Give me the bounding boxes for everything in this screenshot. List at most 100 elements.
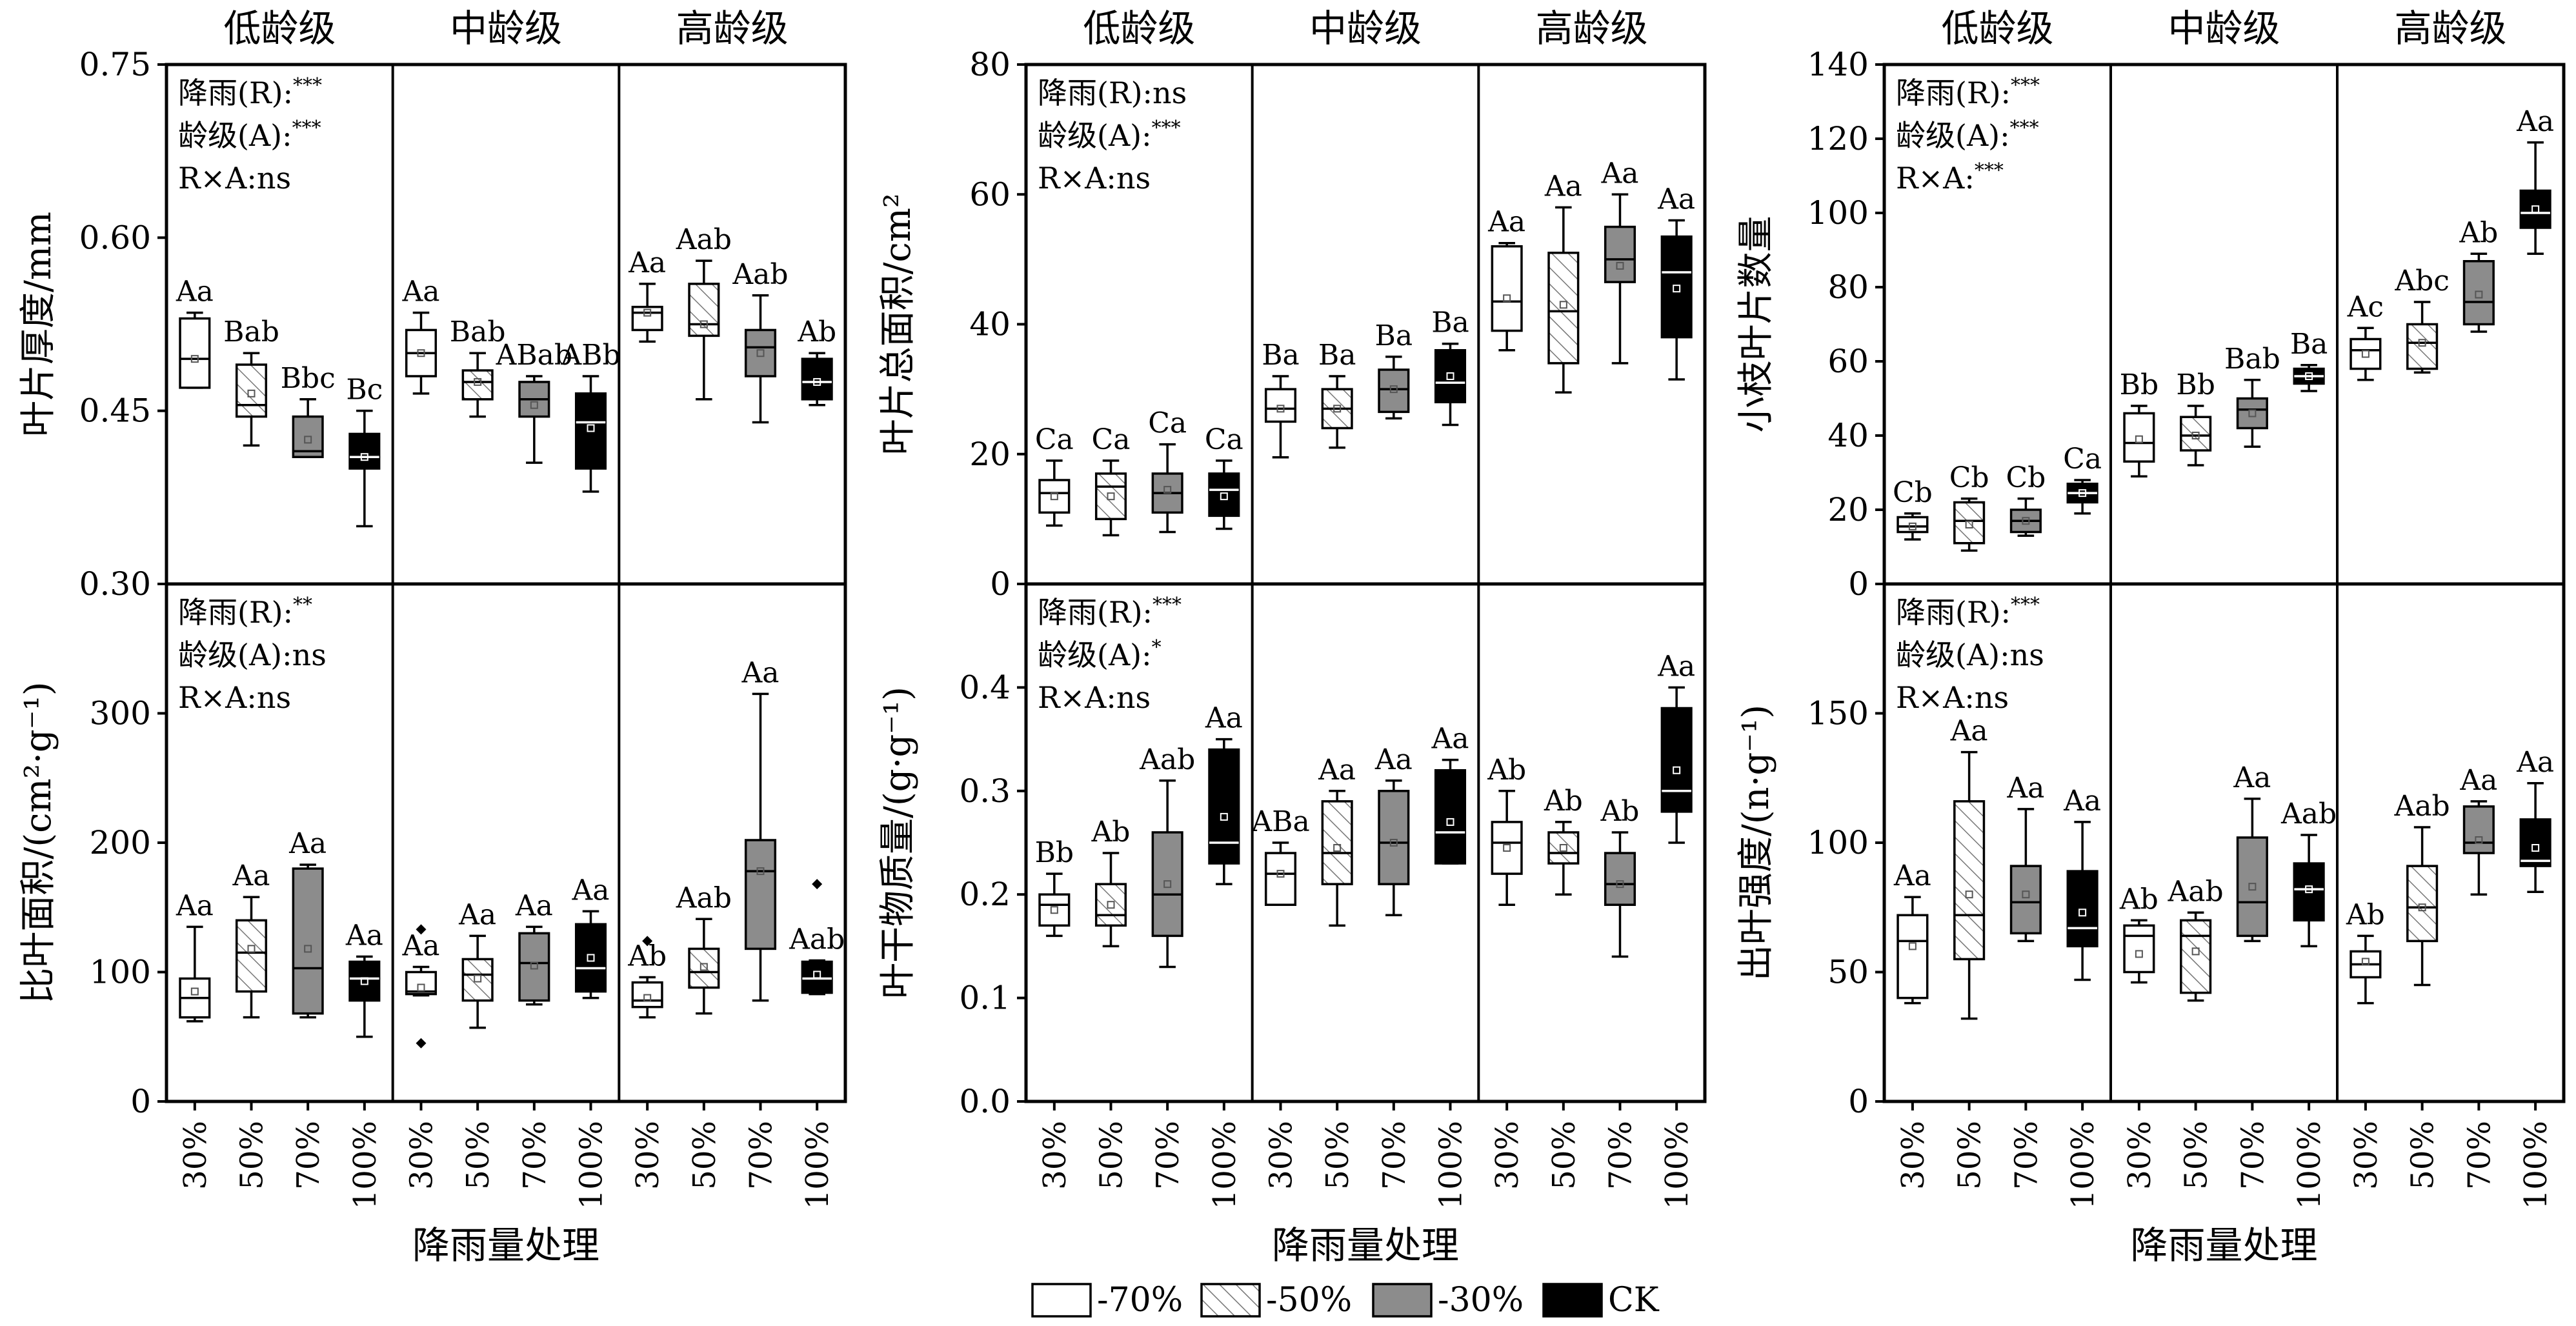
outlier-point [642, 936, 653, 947]
box [2519, 189, 2551, 229]
box [2123, 924, 2155, 974]
box-高龄级-30%: Ab [1487, 754, 1526, 906]
significance-label: Bb [2120, 368, 2159, 401]
box [1953, 501, 1986, 545]
significance-label: Aa [2516, 746, 2554, 779]
mean-marker [643, 308, 652, 317]
x-tick-label: 100% [574, 1121, 610, 1209]
stats-annotation: 龄级(A):*** [1896, 117, 2039, 153]
significance-label: Aa [515, 889, 553, 922]
x-tick-label: 50% [1952, 1121, 1988, 1190]
x-tick-label: 70% [1603, 1121, 1639, 1190]
significance-label: Aa [401, 929, 439, 962]
box [2236, 397, 2268, 430]
box [2066, 870, 2098, 948]
significance-label: Ca [2063, 443, 2102, 476]
x-tick-label: 30% [1037, 1121, 1073, 1190]
box-高龄级-30%: Ac [2347, 290, 2384, 381]
mean-marker [1559, 301, 1567, 309]
legend-swatch [1200, 1283, 1261, 1318]
mean-marker [2191, 947, 2200, 956]
significance-label: Bbc [281, 362, 336, 395]
mean-marker [2078, 909, 2087, 917]
box [631, 305, 663, 332]
box [2180, 416, 2212, 452]
x-tick-label: 100% [1659, 1121, 1695, 1209]
x-tick-label: 100% [1207, 1121, 1243, 1209]
x-tick-label: 50% [1546, 1121, 1582, 1190]
box [1264, 852, 1297, 906]
significance-label: Ca [1205, 423, 1243, 456]
stats-annotation: R×A:ns [178, 161, 291, 196]
y-axis-label: 叶干物质量/(g·g⁻¹) [877, 687, 919, 999]
age-group-header: 低龄级 [223, 6, 336, 50]
box-中龄级-100%: Aa [571, 874, 610, 1000]
significance-label: Ca [1148, 407, 1187, 440]
significance-label: Cb [1949, 461, 1989, 494]
mean-marker [643, 994, 652, 1002]
significance-label: Aab [676, 881, 732, 914]
box [348, 960, 381, 1002]
legend-label: -30% [1438, 1281, 1524, 1320]
y-tick-label: 20 [969, 436, 1011, 473]
box [1434, 349, 1467, 403]
mean-marker [1050, 906, 1058, 914]
y-tick-label: 150 [1807, 695, 1869, 732]
box [2009, 865, 2042, 935]
significance-label: Aa [571, 874, 609, 907]
box-高龄级-50%: Aab [2394, 790, 2450, 987]
mean-marker [2248, 883, 2257, 891]
box-低龄级-50%: Ab [1091, 816, 1130, 948]
box [1038, 893, 1071, 927]
significance-label: ABa [1251, 805, 1309, 838]
box [1038, 479, 1071, 514]
mean-marker [2531, 844, 2540, 852]
box [1660, 235, 1693, 339]
legend-label: CK [1608, 1281, 1660, 1320]
box-高龄级-100%: Aa [2516, 105, 2554, 255]
mean-marker [2022, 890, 2030, 899]
age-group-header: 中龄级 [1309, 6, 1422, 50]
panel-top-left: 0.30 0.45 0.60 0.75 叶片厚度/mm 降雨(R):*** 龄级(A):**… [17, 6, 847, 603]
mean-marker [1107, 492, 1115, 501]
stats-annotation: R×A:ns [1038, 161, 1151, 196]
significance-label: Aab [2280, 798, 2337, 830]
y-tick-label: 200 [90, 824, 151, 861]
x-tick-label: 100% [800, 1121, 836, 1209]
box [1491, 821, 1523, 875]
panel-top-middle: 0 20 40 60 80 叶片总面积/cm² 降雨(R):ns 龄级(A):*** R×A:n… [877, 6, 1707, 603]
box [348, 432, 381, 470]
box-中龄级-30%: Ba [1262, 339, 1300, 459]
stats-annotation: R×A:ns [1038, 680, 1151, 715]
box [2123, 412, 2155, 463]
legend-swatch [1372, 1283, 1433, 1318]
box-高龄级-100%: Aa [2516, 746, 2554, 893]
box [2519, 818, 2551, 867]
box-中龄级-100%: Aa [1431, 723, 1469, 865]
box [1547, 831, 1580, 865]
box-低龄级-30%: Bb [1035, 836, 1074, 938]
box [235, 363, 268, 418]
significance-label: Bb [2176, 368, 2215, 401]
significance-label: Aa [345, 919, 383, 952]
x-tick-label: 70% [1150, 1121, 1186, 1190]
x-tick-label: 100% [2291, 1121, 2328, 1209]
box-中龄级-30%: Aa [401, 276, 440, 395]
age-group-header: 中龄级 [2168, 6, 2280, 50]
x-axis-label: 降雨量处理 [1272, 1223, 1459, 1267]
mean-marker [190, 355, 199, 363]
significance-label: Aab [1139, 743, 1195, 776]
box-中龄级-50%: Bab [450, 316, 506, 418]
mean-marker [530, 961, 538, 970]
mean-marker [417, 349, 425, 357]
mean-marker [247, 389, 256, 397]
age-group-header: 中龄级 [450, 6, 562, 50]
box-高龄级-30%: Ab [627, 936, 667, 1019]
box-低龄级-50%: Cb [1949, 461, 1989, 552]
significance-label: Cb [1893, 476, 1933, 509]
stats-annotation: R×A:ns [1896, 680, 2009, 715]
y-tick-label: 0 [130, 1083, 151, 1120]
significance-label: Aa [1657, 183, 1695, 216]
mean-marker [1965, 890, 1973, 899]
x-tick-label: 100% [1433, 1121, 1469, 1209]
